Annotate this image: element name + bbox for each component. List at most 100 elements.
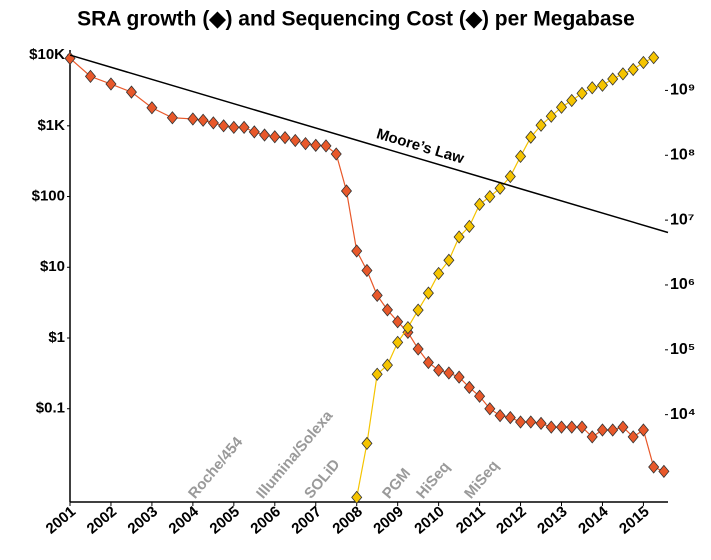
data-point [453, 370, 465, 384]
data-point [64, 51, 76, 65]
data-point [463, 219, 475, 234]
data-point [279, 131, 291, 145]
data-point [535, 118, 547, 132]
y2-tick-label: 10⁹ [670, 82, 695, 99]
data-point [576, 420, 588, 434]
data-point [433, 266, 445, 281]
data-point [330, 147, 342, 161]
data-point [555, 100, 568, 114]
x-tick-label: 2015 [616, 503, 652, 537]
data-point [535, 416, 547, 431]
data-point [576, 86, 588, 101]
data-point [566, 420, 578, 434]
y2-tick-label: 10⁵ [670, 341, 695, 358]
data-point [463, 380, 475, 395]
data-point [351, 490, 363, 505]
data-point [269, 130, 281, 144]
data-point [443, 366, 455, 380]
data-point [422, 355, 434, 370]
y-tick-label: $1 [48, 329, 65, 346]
technology-label: Roche/454 [185, 433, 247, 502]
y-tick-label: $10K [29, 46, 65, 63]
data-point [371, 288, 383, 303]
data-point [371, 367, 383, 381]
data-point [627, 62, 639, 77]
y-tick-label: $1K [37, 117, 65, 134]
data-point [555, 420, 568, 434]
technology-label: HiSeq [413, 459, 453, 502]
data-point [289, 133, 301, 148]
data-point [545, 420, 557, 434]
data-point [474, 197, 486, 211]
data-point [617, 420, 629, 434]
data-point [596, 423, 608, 437]
x-tick-label: 2004 [166, 503, 203, 538]
series-label: Moore’s Law [374, 125, 466, 167]
data-point [515, 415, 527, 429]
y2-tick-label: 10⁷ [670, 211, 694, 228]
data-point [494, 181, 506, 195]
x-tick-label: 2014 [575, 503, 612, 538]
data-point [637, 55, 649, 70]
technology-label: PGM [379, 465, 414, 502]
y2-tick-label: 10⁸ [670, 146, 695, 163]
data-point [84, 69, 97, 84]
x-tick-label: 2013 [534, 503, 570, 537]
data-point [248, 125, 260, 139]
data-point [453, 230, 465, 244]
chart-title: SRA growth (◆) and Sequencing Cost (◆) p… [77, 8, 635, 31]
x-tick-label: 2007 [288, 503, 324, 537]
data-point [627, 430, 639, 444]
data-point [238, 120, 250, 135]
data-point [658, 464, 670, 479]
data-point [412, 303, 424, 317]
data-point [525, 415, 537, 429]
data-point [197, 113, 209, 127]
data-point [187, 112, 199, 126]
data-point [525, 130, 537, 144]
technology-label: SOLiD [301, 456, 344, 502]
x-tick-label: 2010 [411, 503, 447, 537]
x-tick-label: 2011 [453, 503, 489, 537]
data-point [566, 93, 578, 108]
data-point [259, 128, 271, 142]
data-point [166, 111, 178, 125]
data-point [494, 408, 506, 423]
data-point [484, 402, 496, 416]
data-point [617, 67, 629, 81]
x-tick-label: 2003 [125, 503, 161, 537]
x-tick-label: 2002 [84, 503, 120, 537]
data-point [381, 358, 393, 372]
y-tick-label: $100 [32, 188, 65, 205]
y2-tick-label: 10⁶ [670, 276, 695, 293]
data-point [351, 244, 363, 258]
data-point [504, 169, 516, 184]
data-point [474, 389, 486, 403]
series-line [69, 54, 669, 234]
x-tick-label: 2008 [329, 503, 365, 537]
x-tick-label: 2009 [370, 503, 406, 537]
data-point [545, 109, 557, 123]
data-point [125, 85, 137, 99]
data-point [320, 139, 332, 153]
y-tick-label: $10 [40, 258, 65, 275]
data-point [228, 120, 240, 135]
data-point [392, 335, 404, 350]
data-point [146, 101, 158, 115]
data-point [402, 320, 414, 335]
data-point [504, 410, 516, 425]
data-point [433, 363, 445, 377]
data-point [361, 436, 373, 451]
technology-label: MiSeq [461, 457, 502, 502]
y2-tick-label: 10⁴ [670, 406, 696, 423]
data-point [586, 81, 598, 95]
data-point [340, 184, 352, 198]
data-point [310, 138, 322, 152]
x-tick-label: 2001 [43, 503, 79, 537]
data-point [392, 315, 404, 329]
data-point [207, 116, 219, 130]
data-point [299, 136, 312, 151]
data-point [648, 51, 660, 65]
data-point [515, 149, 527, 164]
